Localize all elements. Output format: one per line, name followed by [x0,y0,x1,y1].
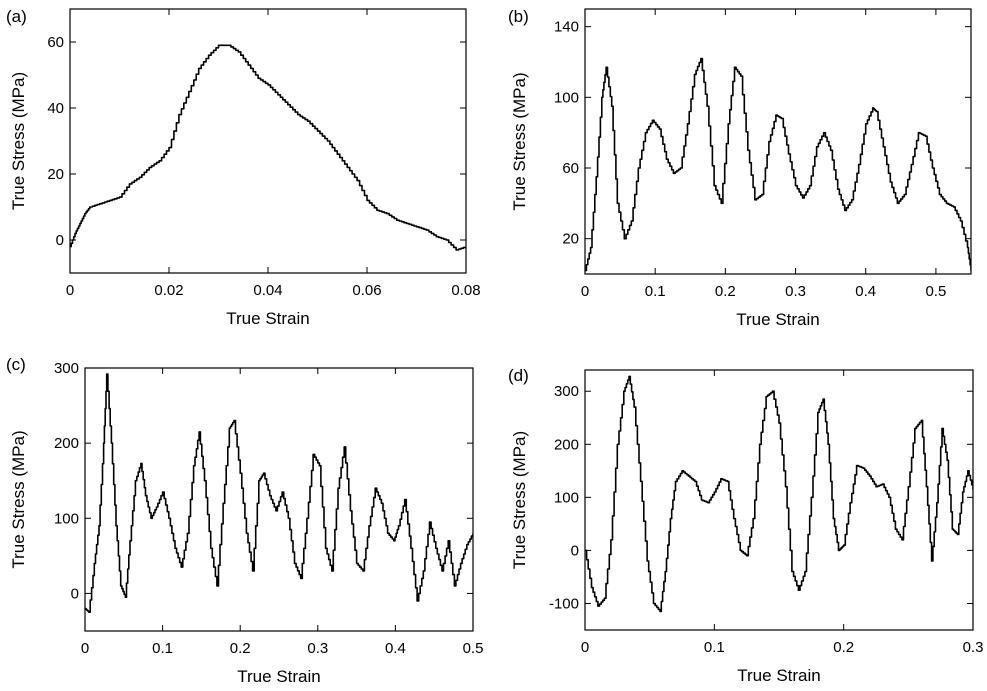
plot-frame [84,367,474,632]
x-axis-label: True Strain [737,666,820,685]
y-tick-label: 60 [47,34,64,51]
x-tick-label: 0.3 [785,283,806,300]
y-tick-label: 200 [54,435,79,452]
x-tick-label: 0.3 [307,640,328,657]
x-tick-label: 0.08 [451,282,480,299]
chart-panel-1: (a) 0 0.02 0.04 0.06 0.08 0 20 40 60 True Strain Tr… [6,7,481,328]
x-tick-label: 0.2 [230,640,251,657]
panel-label: (a) [6,7,27,26]
y-tick-label: 0 [571,542,579,559]
plot-frame [69,8,467,274]
chart-panel-4: (d) 0 0.1 0.2 0.3 -100 0 100 200 300 True Strain Tr… [508,366,983,685]
plot-frame [584,369,974,631]
x-axis-label: True Strain [226,309,309,328]
chart-panel-2: (b) 0 0.1 0.2 0.3 0.4 0.5 20 60 100 140 True Strain… [508,7,972,329]
y-tick-label: 140 [554,19,579,36]
series-line-1 [585,375,973,613]
x-tick-label: 0.1 [645,283,666,300]
y-tick-label: 300 [54,360,79,377]
y-axis-label: True Stress (MPa) [9,72,28,210]
x-tick-label: 0.5 [463,640,484,657]
x-tick-label: 0.4 [855,283,876,300]
y-tick-label: 200 [554,436,579,453]
plot-frame [584,8,972,275]
series-line-1 [85,373,473,613]
x-tick-label: 0.1 [704,639,725,656]
x-tick-label: 0.1 [152,640,173,657]
chart-panel-3: (c) 0 0.1 0.2 0.3 0.4 0.5 0 100 200 300 True Strain… [6,355,483,686]
y-tick-label: 20 [562,231,579,248]
x-tick-label: 0.02 [154,282,183,299]
series-line-1 [70,44,466,251]
series-line-1 [585,57,971,272]
x-axis-label: True Strain [736,310,819,329]
x-tick-label: 0 [66,282,74,299]
x-tick-label: 0.5 [925,283,946,300]
y-tick-label: 0 [56,232,64,249]
y-tick-label: 60 [562,160,579,177]
y-tick-label: 100 [554,489,579,506]
panel-label: (d) [508,366,529,385]
y-tick-label: 300 [554,383,579,400]
x-axis-label: True Strain [237,667,320,686]
y-axis-label: True Stress (MPa) [510,72,529,210]
x-tick-label: 0 [81,640,89,657]
y-axis-label: True Stress (MPa) [510,431,529,569]
x-tick-label: 0 [581,639,589,656]
x-tick-label: 0.04 [253,282,282,299]
y-tick-label: -100 [549,595,579,612]
y-tick-label: 20 [47,166,64,183]
x-tick-label: 0.2 [715,283,736,300]
y-tick-label: 100 [54,510,79,527]
y-axis-label: True Stress (MPa) [9,430,28,568]
x-tick-label: 0.4 [385,640,406,657]
y-tick-label: 0 [71,585,79,602]
panel-label: (c) [6,355,26,374]
y-tick-label: 100 [554,89,579,106]
x-tick-label: 0 [581,283,589,300]
x-tick-label: 0.2 [833,639,854,656]
x-tick-label: 0.06 [352,282,381,299]
x-tick-label: 0.3 [963,639,984,656]
y-tick-label: 40 [47,100,64,117]
panel-label: (b) [508,7,529,26]
